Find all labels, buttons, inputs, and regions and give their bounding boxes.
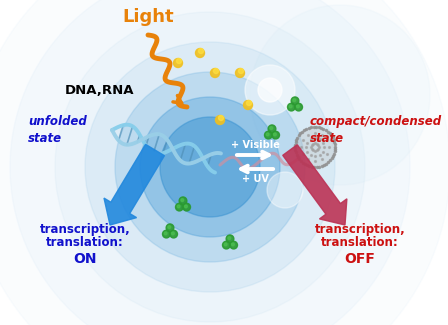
Text: ON: ON [73,252,97,266]
Circle shape [250,5,430,185]
Text: DNA,RNA: DNA,RNA [65,84,135,97]
Circle shape [244,100,253,110]
Text: + UV: + UV [241,174,268,184]
Circle shape [168,226,171,228]
Circle shape [164,232,167,235]
Circle shape [177,205,180,208]
Text: transcription,: transcription, [39,224,130,237]
Circle shape [228,237,231,240]
Circle shape [246,100,251,106]
Circle shape [226,235,234,243]
Text: translation:: translation: [321,237,399,250]
Circle shape [185,205,187,208]
Circle shape [183,203,190,211]
Circle shape [198,48,203,54]
Circle shape [223,241,230,249]
Text: Light: Light [122,8,174,26]
Circle shape [238,69,244,73]
Circle shape [55,12,365,322]
Text: + Visible: + Visible [231,140,280,150]
Circle shape [195,48,204,58]
Text: unfolded
state: unfolded state [28,115,87,145]
Circle shape [166,224,174,232]
Circle shape [163,230,170,238]
Circle shape [176,203,183,211]
Circle shape [224,243,227,246]
Circle shape [272,131,280,139]
Circle shape [291,97,299,105]
Circle shape [274,133,276,136]
Circle shape [295,103,302,111]
Circle shape [181,199,184,202]
Circle shape [170,230,177,238]
Text: OFF: OFF [345,252,375,266]
Circle shape [236,69,245,77]
Circle shape [219,115,224,121]
Circle shape [177,58,181,63]
Circle shape [85,42,335,292]
Circle shape [295,127,335,167]
Circle shape [160,117,260,217]
Text: translation:: translation: [46,237,124,250]
Circle shape [179,197,187,205]
Circle shape [115,72,305,262]
Circle shape [245,65,295,115]
Circle shape [270,127,273,129]
Text: transcription,: transcription, [314,224,405,237]
Circle shape [289,105,292,108]
Circle shape [215,115,224,124]
Circle shape [267,172,303,208]
Circle shape [140,97,280,237]
Circle shape [258,78,282,102]
Circle shape [232,243,234,246]
Circle shape [230,241,237,249]
Circle shape [172,232,174,235]
FancyArrow shape [104,144,164,225]
Circle shape [10,0,410,325]
Circle shape [268,125,276,133]
Circle shape [214,69,219,73]
Circle shape [293,99,296,101]
Circle shape [211,69,220,77]
Circle shape [288,103,295,111]
Circle shape [297,105,299,108]
Circle shape [264,131,272,139]
Circle shape [266,133,269,136]
Text: compact/condensed
state: compact/condensed state [310,115,442,145]
FancyArrow shape [283,145,347,225]
Circle shape [173,58,182,68]
